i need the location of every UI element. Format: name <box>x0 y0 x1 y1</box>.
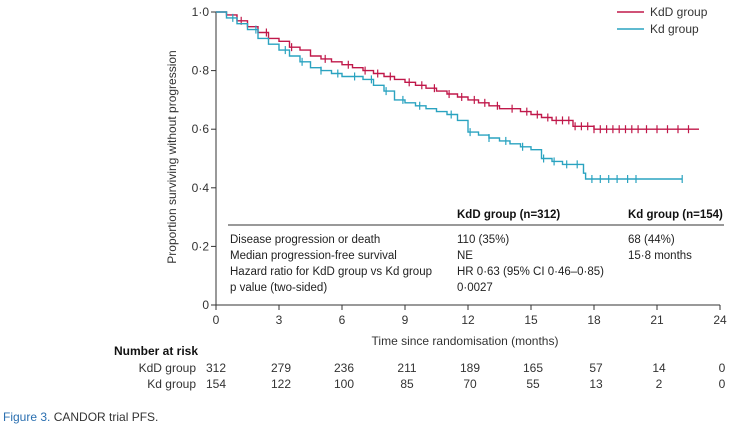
survival-curves <box>216 11 699 184</box>
risk-value: 85 <box>400 377 414 391</box>
risk-table-title: Number at risk <box>114 344 198 358</box>
table-row-label: Median progression-free survival <box>230 250 397 262</box>
table-cell-kd: 15·8 months <box>628 250 692 262</box>
x-tick-label: 12 <box>461 313 475 327</box>
risk-row-label-kd: Kd group <box>147 377 196 391</box>
x-axis-title: Time since randomisation (months) <box>372 334 559 348</box>
table-cell-kdd: NE <box>457 250 473 262</box>
risk-value: 57 <box>589 361 603 375</box>
survival-curve-kd <box>216 11 683 180</box>
table-header-kdd: KdD group (n=312) <box>457 209 560 221</box>
table-cell-kdd: HR 0·63 (95% CI 0·46–0·85) <box>457 266 604 278</box>
chart-area: 0 0·2 0·4 0·6 0·8 1·0 0 3 6 9 12 15 18 21 24 Proporti… <box>165 5 727 348</box>
risk-value: 189 <box>460 361 480 375</box>
legend-label-kd: Kd group <box>650 22 699 36</box>
table-cell-kdd: 0·0027 <box>457 282 493 294</box>
risk-value: 100 <box>334 377 354 391</box>
risk-value: 312 <box>206 361 226 375</box>
x-axis: 0 3 6 9 12 15 18 21 24 <box>213 304 727 327</box>
risk-value: 0 <box>719 361 726 375</box>
x-tick-label: 21 <box>650 313 664 327</box>
risk-value: 211 <box>397 361 416 375</box>
y-tick-label: 0·4 <box>192 181 210 195</box>
legend-label-kdd: KdD group <box>650 5 708 19</box>
table-header-kd: Kd group (n=154) <box>628 209 723 221</box>
risk-value: 70 <box>463 377 477 391</box>
risk-values: 312 279 236 211 189 165 57 14 0 154 122 100 85 70 55 13… <box>206 361 726 391</box>
risk-value: 13 <box>589 377 603 391</box>
survival-curve-kdd <box>216 11 699 130</box>
table-row-label: p value (two-sided) <box>230 282 327 294</box>
x-tick-label: 0 <box>213 313 220 327</box>
y-tick-label: 0·8 <box>192 64 210 78</box>
y-tick-label: 0·2 <box>192 239 210 253</box>
annotation-table: KdD group (n=312) Kd group (n=154) Disea… <box>228 209 724 294</box>
y-tick-label: 0·6 <box>192 122 210 136</box>
risk-value: 122 <box>271 377 291 391</box>
x-tick-label: 9 <box>402 313 409 327</box>
risk-value: 154 <box>206 377 226 391</box>
risk-value: 279 <box>271 361 291 375</box>
caption-text: CANDOR trial PFS. <box>50 410 159 424</box>
table-row-label: Hazard ratio for KdD group vs Kd group <box>230 266 432 278</box>
y-axis-title: Proportion surviving without progression <box>165 50 179 263</box>
table-cell-kd: 68 (44%) <box>628 234 675 246</box>
number-at-risk: Number at risk KdD group Kd group 312 279… <box>114 344 726 391</box>
y-tick-label: 1·0 <box>192 5 210 19</box>
legend: KdD group Kd group <box>617 5 708 36</box>
figure-caption: Figure 3. CANDOR trial PFS. <box>3 410 158 424</box>
y-tick-label: 0 <box>202 298 209 312</box>
x-tick-label: 15 <box>524 313 538 327</box>
table-row-label: Disease progression or death <box>230 234 380 246</box>
x-tick-label: 24 <box>713 313 727 327</box>
x-tick-label: 18 <box>587 313 601 327</box>
risk-value: 14 <box>652 361 666 375</box>
risk-value: 2 <box>656 377 663 391</box>
risk-value: 236 <box>334 361 354 375</box>
y-axis: 0 0·2 0·4 0·6 0·8 1·0 <box>192 5 217 312</box>
risk-value: 0 <box>719 377 726 391</box>
x-tick-label: 6 <box>339 313 346 327</box>
figure-label: Figure 3. <box>3 410 51 424</box>
risk-row-label-kdd: KdD group <box>139 361 197 375</box>
x-tick-label: 3 <box>276 313 283 327</box>
risk-value: 55 <box>526 377 540 391</box>
risk-value: 165 <box>523 361 543 375</box>
table-cell-kdd: 110 (35%) <box>457 234 509 246</box>
